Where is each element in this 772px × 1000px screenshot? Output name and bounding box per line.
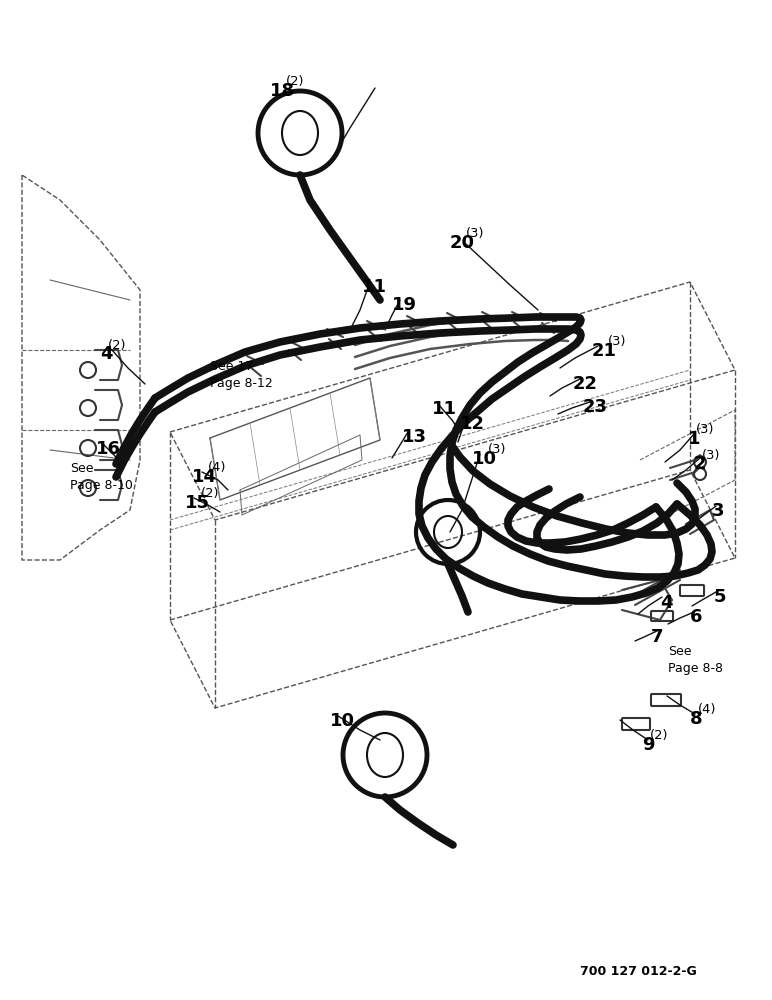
Text: 20: 20	[450, 234, 475, 252]
Text: 18: 18	[270, 82, 295, 100]
Text: 10: 10	[330, 712, 355, 730]
Text: 14: 14	[192, 468, 217, 486]
Text: See
Page 8-10: See Page 8-10	[70, 462, 133, 492]
Text: See
Page 8-8: See Page 8-8	[668, 645, 723, 675]
Text: 13: 13	[402, 428, 427, 446]
Text: (3): (3)	[608, 336, 627, 349]
Text: (3): (3)	[702, 448, 720, 462]
Text: (2): (2)	[286, 76, 305, 89]
Text: (2): (2)	[201, 488, 219, 500]
Text: 8: 8	[690, 710, 703, 728]
Text: 10: 10	[472, 450, 497, 468]
Text: (3): (3)	[488, 444, 506, 456]
Text: 2: 2	[694, 455, 706, 473]
Text: See 17
Page 8-12: See 17 Page 8-12	[210, 360, 273, 390]
Text: 9: 9	[642, 736, 655, 754]
Text: 19: 19	[392, 296, 417, 314]
Text: 3: 3	[712, 502, 724, 520]
Text: 23: 23	[583, 398, 608, 416]
Text: (2): (2)	[650, 730, 669, 742]
Text: (3): (3)	[696, 424, 715, 436]
Text: 12: 12	[460, 415, 485, 433]
Text: (4): (4)	[698, 704, 716, 716]
Text: 11: 11	[362, 278, 387, 296]
Text: 16: 16	[96, 440, 121, 458]
Text: 15: 15	[185, 494, 210, 512]
Text: 21: 21	[592, 342, 617, 360]
Text: 7: 7	[651, 628, 663, 646]
Text: (3): (3)	[466, 228, 485, 240]
Text: 700 127 012-2-G: 700 127 012-2-G	[580, 965, 697, 978]
Text: 11: 11	[432, 400, 457, 418]
Text: (2): (2)	[108, 338, 127, 352]
Text: 4: 4	[660, 594, 672, 612]
Text: 6: 6	[690, 608, 703, 626]
Text: 1: 1	[688, 430, 700, 448]
Text: 5: 5	[714, 588, 726, 606]
Text: (4): (4)	[208, 462, 227, 475]
Text: 4: 4	[100, 345, 113, 363]
Text: 22: 22	[573, 375, 598, 393]
